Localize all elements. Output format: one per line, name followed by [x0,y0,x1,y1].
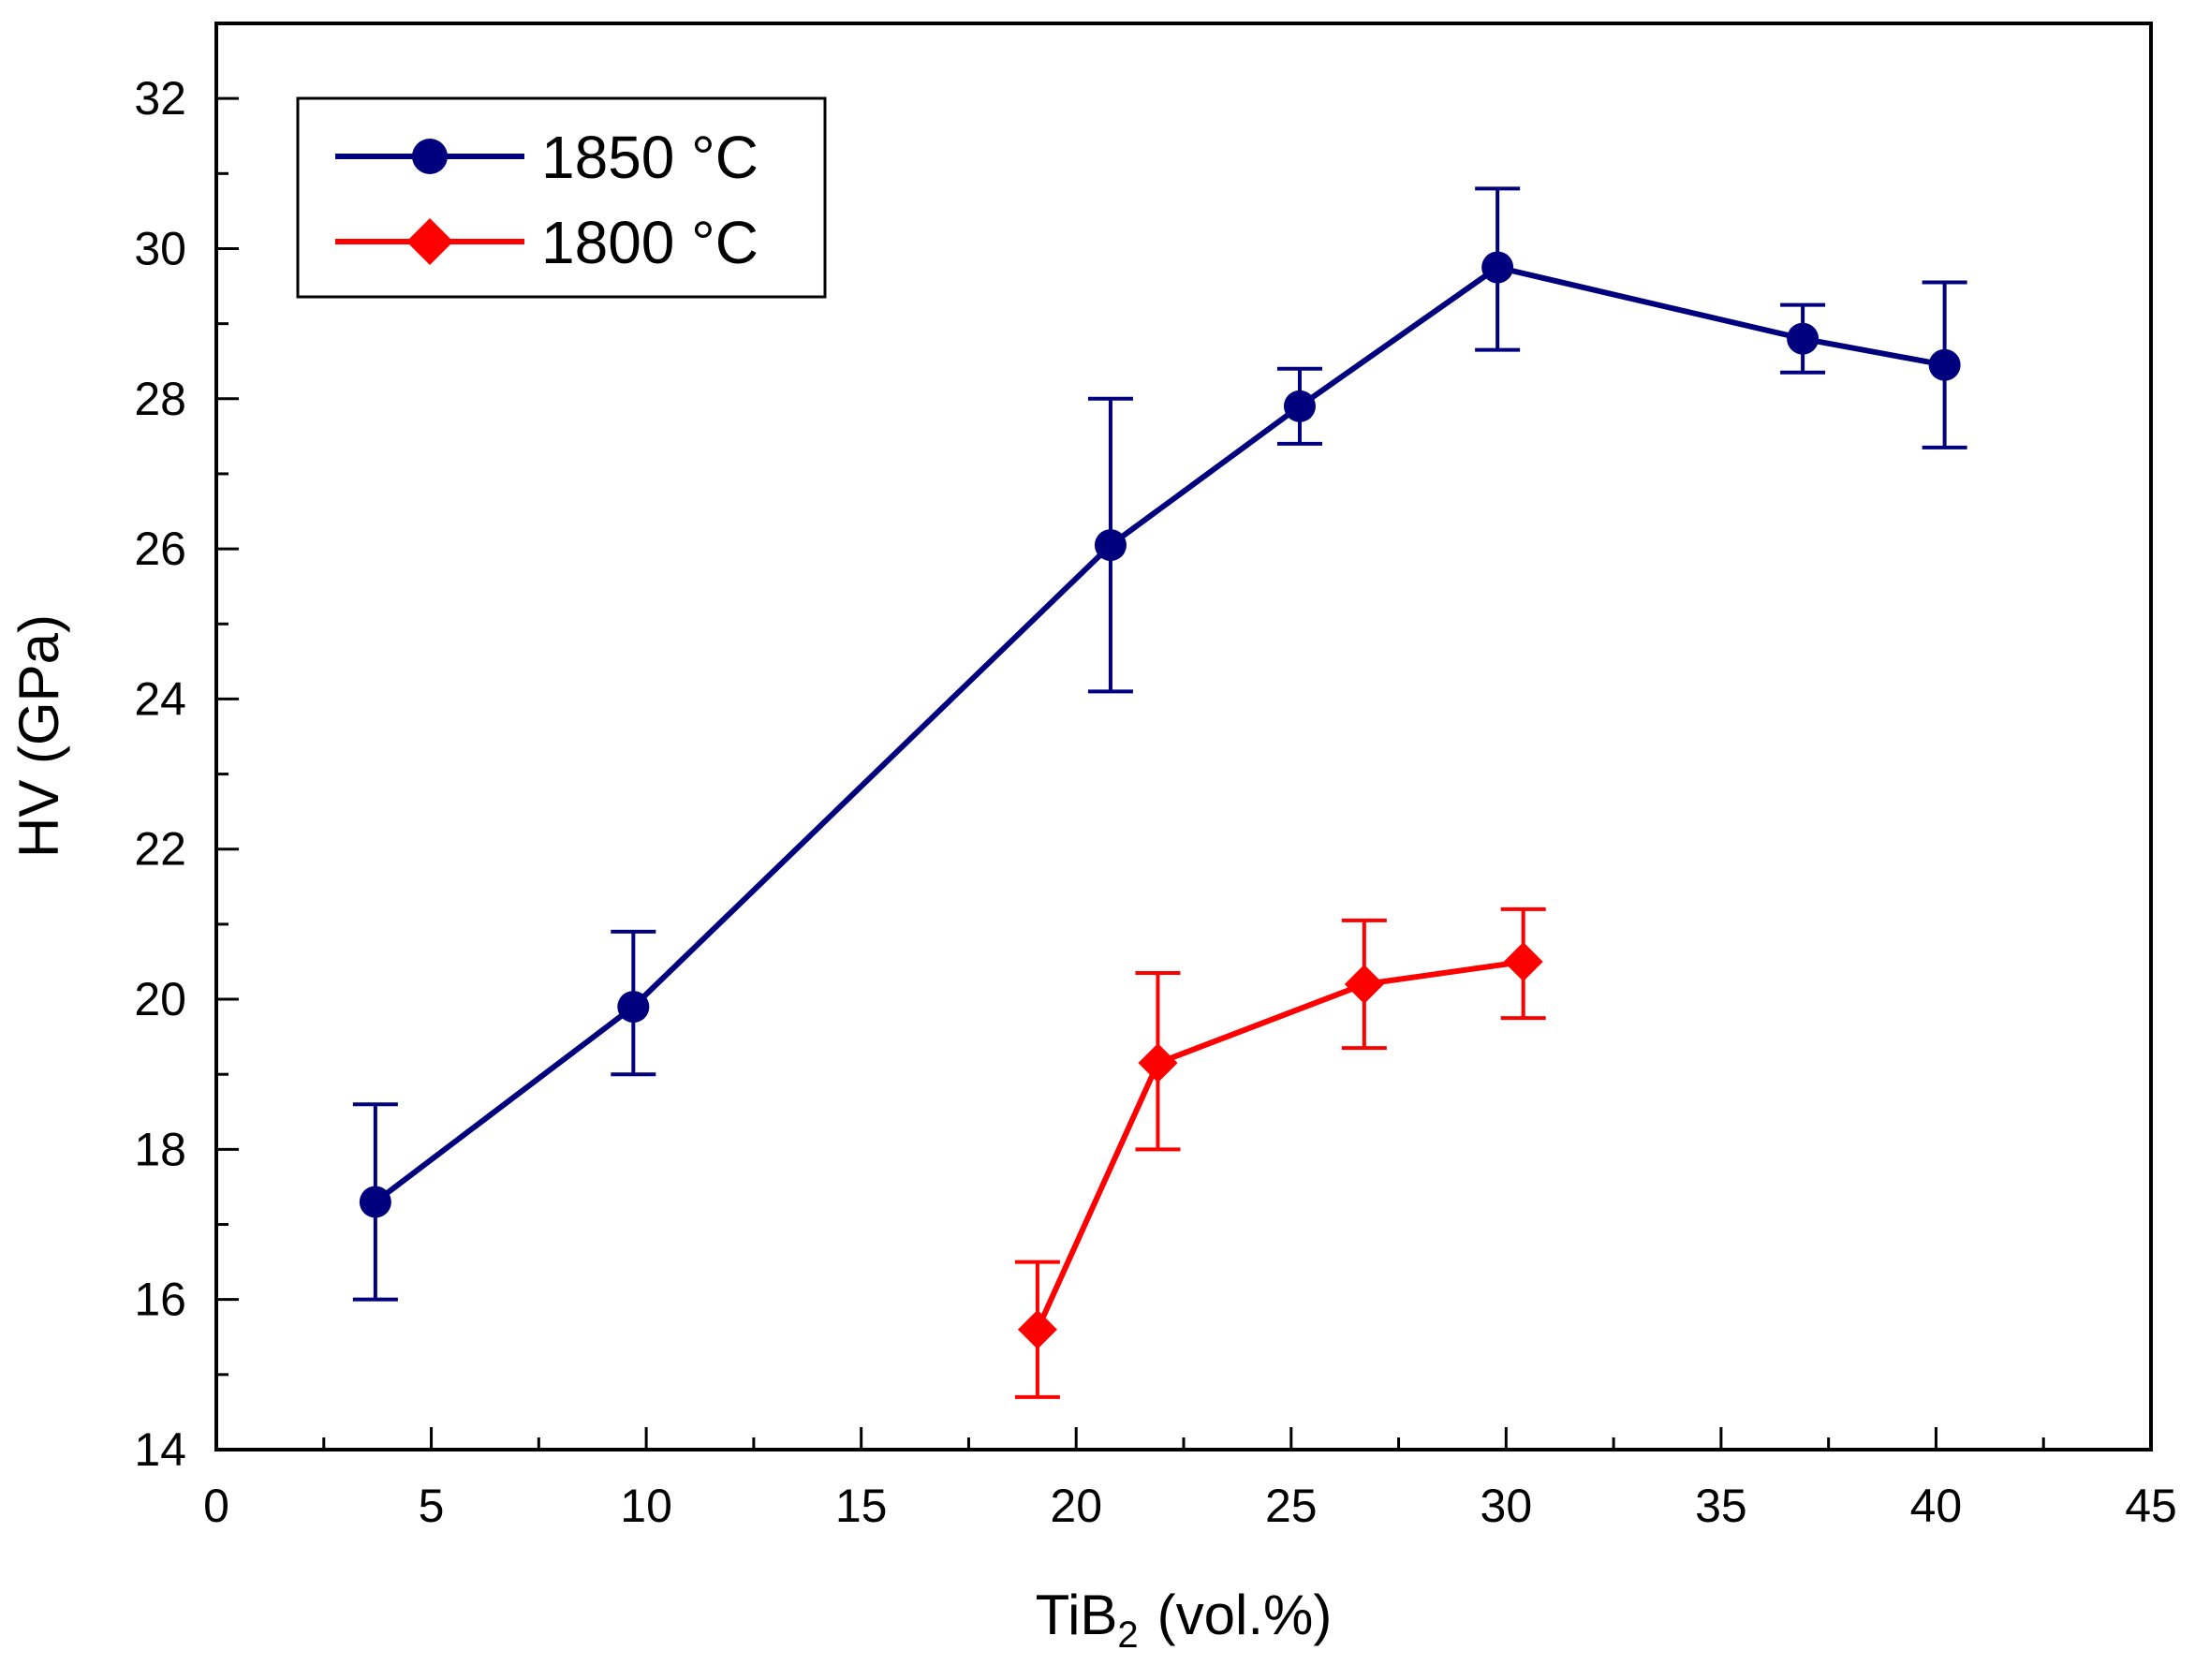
data-point-circle [359,1186,391,1218]
data-point-circle [1283,390,1316,422]
x-tick-label: 15 [835,1480,888,1532]
data-point-diamond [1138,1043,1178,1083]
y-axis-label: HV (GPa) [7,614,70,858]
data-point-circle [1094,529,1127,562]
data-point-circle [1787,322,1819,355]
x-axis-label: TiB2 (vol.%) [1036,1584,1333,1656]
data-point-diamond [1503,941,1543,981]
y-tick-label: 16 [134,1274,186,1326]
x-tick-label: 45 [2125,1480,2177,1532]
legend-marker-circle [412,139,448,174]
x-axis-label-units: (vol.%) [1157,1584,1333,1646]
y-tick-label: 24 [134,672,186,725]
y-tick-label: 28 [134,373,186,425]
y-tick-label: 32 [134,72,186,125]
data-point-circle [1481,251,1514,284]
x-axis-label-subscript: 2 [1117,1614,1138,1656]
legend-marker-diamond [406,218,453,265]
data-markers [359,251,1961,1349]
y-tick-label: 18 [134,1123,186,1175]
data-point-diamond [1344,965,1384,1005]
legend-label-1850: 1850 °C [541,124,759,191]
y-tick-label: 30 [134,222,186,274]
series-line-1800 [1035,959,1525,1331]
data-point-circle [617,991,650,1024]
y-tick-label: 26 [134,523,186,575]
axes: 0 5 10 15 20 25 30 35 40 45 14 16 18 20 22 24 26 28 30 32 [134,72,2176,1532]
y-tick-label: 14 [134,1423,186,1476]
x-tick-label: 5 [419,1480,445,1532]
x-tick-label: 10 [620,1480,672,1532]
x-tick-label: 0 [203,1480,229,1532]
data-point-circle [1928,348,1961,381]
legend-box [296,96,827,299]
legend: 1850 °C 1800 °C [296,96,827,299]
x-tick-label: 40 [1910,1480,1963,1532]
y-tick-label: 20 [134,973,186,1025]
x-tick-label: 20 [1050,1480,1102,1532]
x-tick-label: 25 [1265,1480,1318,1532]
data-point-diamond [1017,1309,1057,1349]
y-tick-label: 22 [134,823,186,876]
x-tick-label: 35 [1695,1480,1747,1532]
x-tick-label: 30 [1481,1480,1533,1532]
legend-label-1800: 1800 °C [541,209,759,276]
x-axis-label-main: TiB [1036,1584,1118,1646]
